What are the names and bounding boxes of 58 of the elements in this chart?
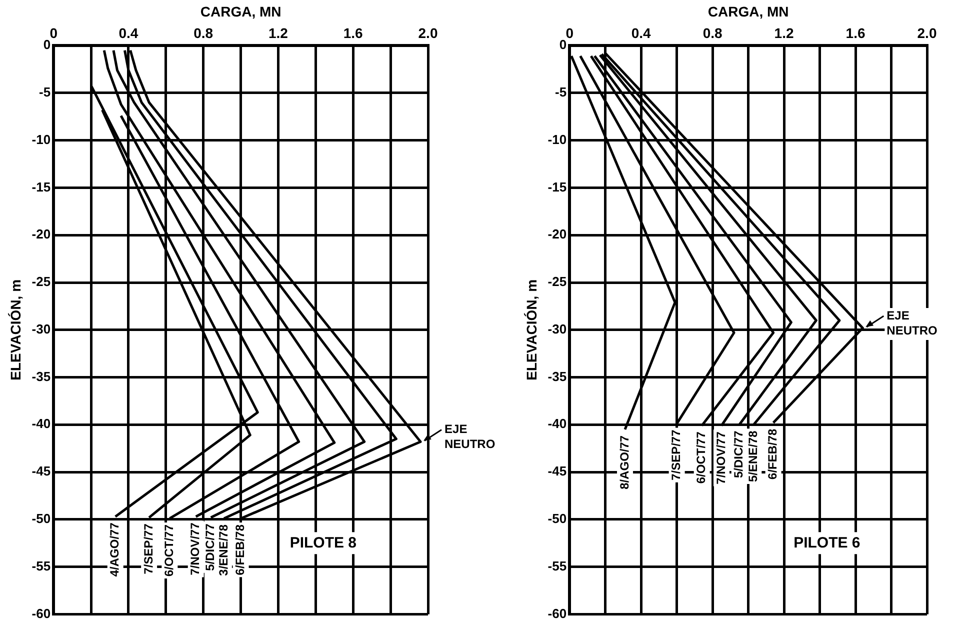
- text: 7/SEP/77: [141, 523, 156, 574]
- x-tick-label: 1.6: [343, 25, 364, 42]
- y-tick-label: -45: [548, 464, 567, 479]
- text: 6/FEB/78: [233, 524, 248, 576]
- text: 7/SEP/77: [669, 429, 684, 480]
- x-tick-label: 0.4: [631, 25, 652, 42]
- text: 7/NOV/77: [188, 522, 202, 576]
- y-axis-title: ELEVACIÓN, m: [7, 279, 24, 380]
- text: 4/AGO/77: [108, 522, 122, 577]
- text: 3/ENE/78: [216, 524, 230, 576]
- text: 6/OCT/77: [694, 431, 708, 484]
- text: 6/OCT/77: [162, 524, 176, 577]
- annotation: EJE NEUTRO: [886, 308, 938, 338]
- y-tick-label: -20: [548, 226, 567, 242]
- y-tick-label: -35: [32, 368, 51, 384]
- y-tick-label: -50: [548, 511, 567, 526]
- x-tick-label: 2.0: [418, 25, 438, 42]
- y-tick-label: -20: [32, 226, 51, 242]
- text: 5/ENE/78: [746, 430, 760, 482]
- x-tick-label: 0.8: [194, 25, 214, 42]
- y-tick-label: -60: [548, 606, 567, 621]
- x-tick-label: 1.2: [774, 25, 794, 42]
- y-tick-label: -10: [548, 132, 567, 147]
- text: 8/AGO/77: [617, 435, 632, 490]
- y-tick-label: -45: [32, 464, 51, 479]
- text: 5/DIC/77: [732, 430, 746, 478]
- x-tick-label: 0.4: [118, 25, 138, 42]
- annotation: PILOTE 8: [290, 534, 357, 552]
- text: 6/FEB/78: [766, 428, 780, 480]
- x-tick-label: 2.0: [917, 25, 937, 42]
- annotation: PILOTE 6: [794, 534, 860, 552]
- y-tick-label: -50: [32, 511, 51, 526]
- y-tick-label: 0: [43, 37, 51, 52]
- x-tick-label: 1.2: [268, 25, 288, 42]
- y-tick-label: -5: [555, 84, 567, 100]
- y-tick-label: -25: [548, 274, 567, 290]
- y-axis-title: ELEVACIÓN, m: [523, 279, 540, 380]
- y-tick-label: -5: [39, 84, 51, 100]
- x-axis-title: CARGA, MN: [200, 3, 282, 20]
- y-tick-label: -10: [32, 132, 51, 147]
- y-tick-label: -30: [548, 321, 567, 336]
- y-tick-label: -60: [32, 606, 51, 621]
- x-tick-label: 1.6: [846, 25, 866, 42]
- y-tick-label: -40: [32, 416, 51, 432]
- y-tick-label: -55: [32, 558, 51, 574]
- y-tick-label: -30: [32, 321, 51, 336]
- text: 7/NOV/77: [714, 431, 728, 484]
- y-tick-label: -40: [548, 416, 567, 432]
- x-axis-title: CARGA, MN: [708, 3, 789, 20]
- y-tick-label: -35: [548, 368, 567, 384]
- x-tick-label: 0.8: [702, 25, 722, 42]
- y-tick-label: -55: [548, 558, 567, 574]
- y-tick-label: -25: [32, 274, 51, 290]
- annotation: EJE NEUTRO: [444, 422, 496, 452]
- y-tick-label: -15: [548, 179, 567, 194]
- text: 5/DIC/77: [203, 523, 218, 571]
- y-tick-label: -15: [32, 179, 51, 194]
- y-tick-label: 0: [559, 37, 567, 52]
